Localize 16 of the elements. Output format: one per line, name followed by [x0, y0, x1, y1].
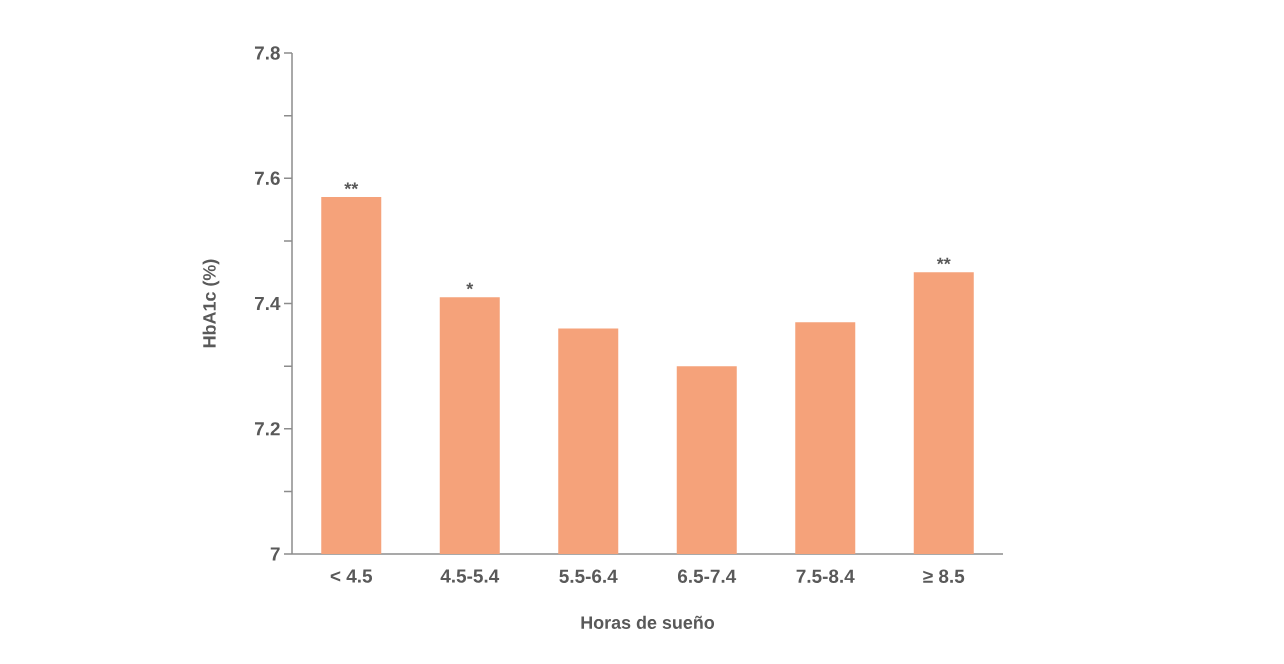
x-tick-label: ≥ 8.5: [923, 569, 965, 583]
y-tick-label: 7.6: [254, 171, 280, 185]
annotation: *: [466, 282, 474, 290]
x-axis-title: Horas de sueño: [581, 615, 715, 629]
x-tick-label: 6.5-7.4: [677, 569, 737, 583]
y-tick-label: 7.4: [254, 297, 281, 311]
x-tick-label: 7.5-8.4: [796, 569, 855, 583]
x-tick-label: < 4.5: [330, 569, 373, 583]
y-tick-label: 7.8: [254, 46, 280, 60]
y-axis-title: HbA1c (%): [202, 259, 220, 348]
annotation: **: [344, 182, 359, 190]
y-tick-label: 7: [270, 547, 280, 561]
x-tick-label: 4.5-5.4: [440, 569, 500, 583]
x-tick-label: 5.5-6.4: [559, 569, 618, 583]
y-tick-label: 7.2: [254, 422, 280, 436]
annotation: **: [936, 257, 951, 265]
